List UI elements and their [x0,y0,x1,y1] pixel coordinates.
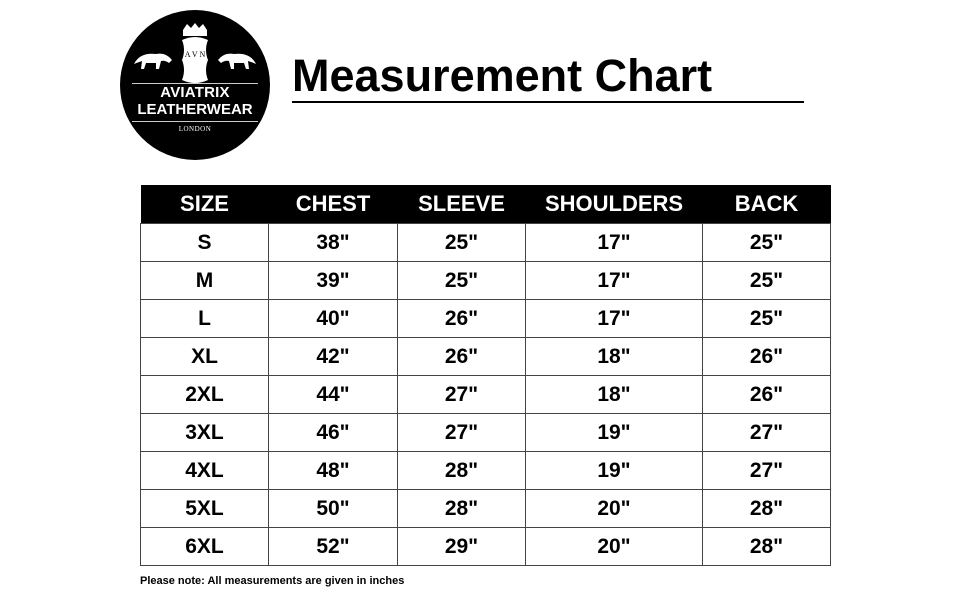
cell-size: 4XL [140,451,269,490]
table-row: 6XL 52" 29" 20" 28" [140,527,831,566]
cell-shoulders: 18" [525,375,703,414]
cell-size: 6XL [140,527,269,566]
cell-size: 3XL [140,413,269,452]
cell-sleeve: 28" [397,451,526,490]
cell-chest: 50" [268,489,398,528]
header-chest: CHEST [268,185,398,224]
cell-chest: 44" [268,375,398,414]
table-row: M 39" 25" 17" 25" [140,261,831,300]
size-table: SIZE CHEST SLEEVE SHOULDERS BACK S 38" 25"… [140,185,831,566]
cell-shoulders: 19" [525,413,703,452]
cell-sleeve: 27" [397,375,526,414]
table-row: 2XL 44" 27" 18" 26" [140,375,831,414]
page-title: Measurement Chart [292,52,804,103]
cell-back: 28" [702,489,831,528]
crest-bulls-icon: A V N [134,23,256,83]
cell-sleeve: 28" [397,489,526,528]
cell-shoulders: 20" [525,527,703,566]
brand-logo: A V N AVIATRIX LEATHERWEAR LONDON [120,10,270,160]
cell-sleeve: 26" [397,337,526,376]
table-row: 5XL 50" 28" 20" 28" [140,489,831,528]
cell-sleeve: 27" [397,413,526,452]
cell-chest: 39" [268,261,398,300]
cell-back: 26" [702,375,831,414]
table-header-row: SIZE CHEST SLEEVE SHOULDERS BACK [140,185,831,224]
measurement-note: Please note: All measurements are given … [140,575,405,587]
cell-chest: 48" [268,451,398,490]
logo-divider [132,121,258,122]
cell-shoulders: 17" [525,261,703,300]
cell-back: 26" [702,337,831,376]
table-row: L 40" 26" 17" 25" [140,299,831,338]
cell-shoulders: 17" [525,299,703,338]
cell-shoulders: 20" [525,489,703,528]
cell-sleeve: 29" [397,527,526,566]
cell-shoulders: 19" [525,451,703,490]
cell-shoulders: 17" [525,223,703,262]
table-row: XL 42" 26" 18" 26" [140,337,831,376]
table-row: S 38" 25" 17" 25" [140,223,831,262]
table-row: 4XL 48" 28" 19" 27" [140,451,831,490]
header-shoulders: SHOULDERS [525,185,703,224]
header-back: BACK [702,185,831,224]
cell-chest: 46" [268,413,398,452]
logo-divider [132,83,258,84]
cell-size: 5XL [140,489,269,528]
cell-back: 25" [702,299,831,338]
cell-size: 2XL [140,375,269,414]
cell-sleeve: 25" [397,261,526,300]
logo-text-aviatrix: AVIATRIX [160,84,230,101]
svg-text:A V N: A V N [185,50,206,59]
cell-chest: 38" [268,223,398,262]
cell-shoulders: 18" [525,337,703,376]
cell-size: XL [140,337,269,376]
table-row: 3XL 46" 27" 19" 27" [140,413,831,452]
cell-back: 27" [702,451,831,490]
cell-chest: 42" [268,337,398,376]
cell-sleeve: 25" [397,223,526,262]
logo-text-leatherwear: LEATHERWEAR [137,101,253,118]
cell-chest: 52" [268,527,398,566]
cell-back: 25" [702,223,831,262]
cell-back: 28" [702,527,831,566]
cell-back: 27" [702,413,831,452]
logo-text-london: LONDON [178,125,212,133]
cell-back: 25" [702,261,831,300]
header-size: SIZE [140,185,269,224]
cell-sleeve: 26" [397,299,526,338]
cell-chest: 40" [268,299,398,338]
cell-size: S [140,223,269,262]
cell-size: M [140,261,269,300]
cell-size: L [140,299,269,338]
header-sleeve: SLEEVE [397,185,526,224]
